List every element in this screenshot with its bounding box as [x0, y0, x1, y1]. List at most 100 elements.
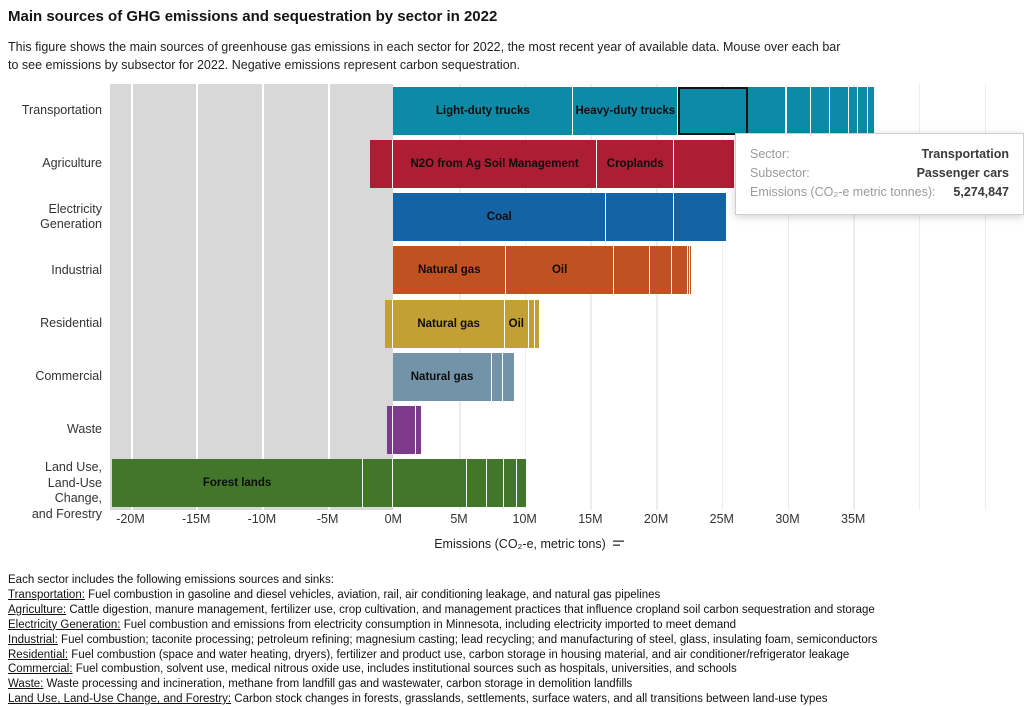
sector-label-electricity-generation: Electricity Generation	[40, 201, 102, 232]
bar-segment-residential-segment[interactable]	[534, 299, 541, 348]
tooltip-emissions-value: 5,274,847	[953, 185, 1009, 199]
bar-segment-electricity-generation-coal[interactable]: Coal	[393, 193, 607, 242]
sector-label-commercial: Commercial	[35, 369, 102, 384]
x-tick-label: 0M	[384, 512, 402, 526]
bar-segment-land-use-land-use-change-and-forestry-forest-lands[interactable]: Forest lands	[112, 459, 364, 508]
sector-definitions: Each sector includes the following emiss…	[8, 573, 1020, 706]
footer-entry-term: Agriculture:	[8, 603, 67, 616]
bar-segment-residential-oil[interactable]: Oil	[504, 299, 529, 348]
bar-segment-waste-segment[interactable]	[415, 406, 422, 455]
bar-segment-transportation-segment[interactable]	[829, 86, 849, 135]
footer-entry: Land Use, Land-Use Change, and Forestry:…	[8, 693, 828, 706]
gridline	[196, 84, 199, 510]
bar-segment-waste-segment[interactable]	[386, 406, 394, 455]
gridline	[787, 84, 789, 510]
gridline	[853, 84, 855, 510]
bar-segment-commercial-natural-gas[interactable]: Natural gas	[393, 352, 492, 401]
gridline	[721, 84, 724, 510]
bar-segment-label: Natural gas	[417, 264, 481, 277]
bar-segment-transportation-segment[interactable]	[867, 86, 876, 135]
bar-segment-agriculture-segment[interactable]	[674, 139, 735, 188]
bar-segment-transportation-segment[interactable]	[848, 86, 859, 135]
x-tick-label: 5M	[450, 512, 468, 526]
tooltip-row-sector: Sector: Transportation	[750, 145, 1009, 164]
x-tick-label: -15M	[181, 512, 211, 526]
tooltip: Sector: Transportation Subsector: Passen…	[735, 133, 1024, 215]
x-tick-label: -5M	[316, 512, 339, 526]
gridline	[459, 84, 461, 510]
sector-label-industrial: Industrial	[51, 262, 102, 277]
bar-segment-agriculture-segment[interactable]	[370, 139, 394, 188]
bar-segment-industrial-segment[interactable]	[671, 246, 688, 295]
footer-entry: Waste: Waste processing and incineration…	[8, 678, 633, 691]
sector-label-waste: Waste	[67, 422, 102, 437]
footer-entry-term: Residential:	[8, 648, 69, 661]
bar-segment-land-use-land-use-change-and-forestry-segment[interactable]	[486, 459, 504, 508]
footer-entry-term: Industrial:	[8, 633, 58, 646]
bar-segment-commercial-segment[interactable]	[491, 352, 503, 401]
bar-segment-residential-segment[interactable]	[384, 299, 394, 348]
sort-icon[interactable]	[612, 539, 626, 549]
gridline	[984, 84, 987, 510]
negative-region-background	[110, 84, 394, 510]
bar-segment-label: Oil	[508, 317, 524, 330]
gridline	[261, 84, 264, 510]
x-tick-label: -10M	[247, 512, 277, 526]
bar-segment-transportation-light-duty-trucks[interactable]: Light-duty trucks	[393, 86, 574, 135]
bar-segment-electricity-generation-segment[interactable]	[606, 193, 675, 242]
plot-area: Light-duty trucks Heavy-duty trucks N2O fr…	[110, 84, 1015, 510]
tooltip-sector-label: Sector:	[750, 147, 790, 161]
bar-segment-land-use-land-use-change-and-forestry-segment[interactable]	[466, 459, 487, 508]
bar-segment-land-use-land-use-change-and-forestry-segment[interactable]	[503, 459, 517, 508]
bar-segment-waste-segment[interactable]	[393, 406, 416, 455]
sector-label-residential: Residential	[40, 315, 102, 330]
footer-entry: Residential: Fuel combustion (space and …	[8, 648, 850, 661]
x-axis-title: Emissions (CO₂-e, metric tons)	[434, 537, 606, 551]
footer-entry: Electricity Generation: Fuel combustion …	[8, 618, 737, 631]
tooltip-subsector-label: Subsector:	[750, 166, 810, 180]
bar-segment-residential-segment[interactable]	[528, 299, 535, 348]
bar-segment-electricity-generation-segment[interactable]	[674, 193, 728, 242]
bar-segment-industrial-segment[interactable]	[649, 246, 672, 295]
bar-segment-transportation-heavy-duty-trucks[interactable]: Heavy-duty trucks	[573, 86, 679, 135]
chart-description-line-1: This figure shows the main sources of gr…	[8, 40, 841, 54]
sector-label-agriculture: Agriculture	[42, 156, 102, 171]
bar-segment-land-use-land-use-change-and-forestry-segment[interactable]	[363, 459, 394, 508]
bar-segment-transportation-segment[interactable]	[858, 86, 868, 135]
bar-segment-transportation-segment[interactable]	[747, 86, 787, 135]
chart-description: This figure shows the main sources of gr…	[8, 39, 840, 74]
footer-entry-term: Land Use, Land-Use Change, and Forestry:	[8, 693, 232, 706]
bar-segment-label: Croplands	[606, 157, 664, 170]
footer-entry-term: Commercial:	[8, 663, 73, 676]
bar-segment-transportation-segment[interactable]	[786, 86, 811, 135]
bar-segment-industrial-segment[interactable]	[687, 246, 691, 295]
bar-segment-transportation-passenger-cars-highlighted[interactable]	[678, 86, 748, 135]
bar-segment-label: Coal	[486, 211, 512, 224]
bar-segment-industrial-segment[interactable]	[614, 246, 650, 295]
gridline	[130, 84, 133, 510]
bar-segment-land-use-land-use-change-and-forestry-segment[interactable]	[393, 459, 467, 508]
x-axis-title-row: Emissions (CO₂-e, metric tons)	[385, 537, 675, 551]
bar-segment-label: Natural gas	[410, 370, 474, 383]
footer-entry: Industrial: Fuel combustion; taconite pr…	[8, 633, 878, 646]
x-tick-label: -20M	[116, 512, 145, 526]
bar-segment-agriculture-croplands[interactable]: Croplands	[596, 139, 675, 188]
bar-segment-industrial-oil[interactable]: Oil	[506, 246, 615, 295]
bar-segment-industrial-segment[interactable]	[690, 246, 693, 295]
bar-segment-agriculture-n2o-from-ag-soil-management[interactable]: N2O from Ag Soil Management	[393, 139, 597, 188]
bar-segment-commercial-segment[interactable]	[503, 352, 516, 401]
footer-entry: Agriculture: Cattle digestion, manure ma…	[8, 603, 875, 616]
sector-definitions-heading: Each sector includes the following emiss…	[8, 574, 334, 586]
gridline	[656, 84, 658, 510]
x-tick-label: 20M	[643, 512, 669, 526]
bar-segment-label: Heavy-duty trucks	[575, 104, 676, 117]
bar-segment-transportation-segment[interactable]	[810, 86, 830, 135]
gridline	[327, 84, 330, 510]
x-tick-label: 15M	[578, 512, 603, 526]
tooltip-sector-value: Transportation	[921, 147, 1009, 161]
bar-segment-industrial-natural-gas[interactable]: Natural gas	[393, 246, 507, 295]
bar-segment-residential-natural-gas[interactable]: Natural gas	[393, 299, 505, 348]
footer-entry-term: Waste:	[8, 678, 44, 691]
bar-segment-land-use-land-use-change-and-forestry-segment[interactable]	[516, 459, 527, 508]
footer-entry-term: Electricity Generation:	[8, 618, 121, 631]
